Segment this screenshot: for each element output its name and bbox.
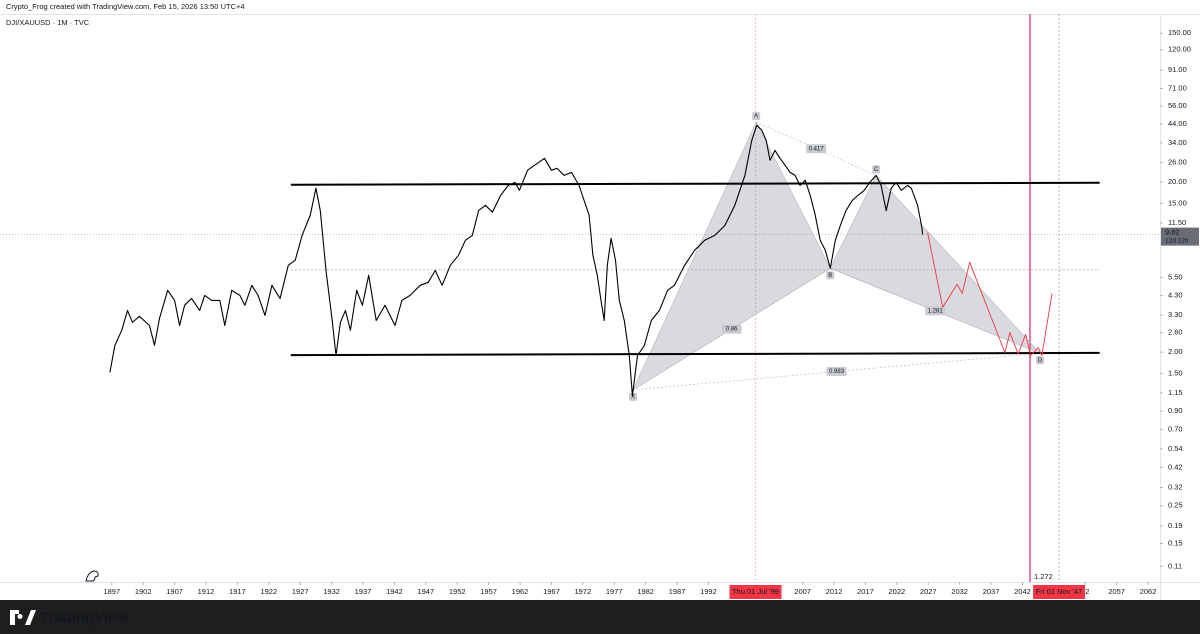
vertex-badge (826, 271, 835, 280)
x-tick-label: 2032 (951, 587, 968, 596)
brand-logo (10, 610, 36, 625)
vertex-badge (1036, 356, 1045, 365)
x-tick-label: 1917 (229, 587, 246, 596)
y-tick-label: 1.50 (1168, 368, 1183, 377)
time-marker-badge (729, 585, 782, 599)
ratio-label: 0.983 (829, 369, 845, 375)
x-tick-label: 1947 (417, 587, 434, 596)
logo-icon (85, 570, 99, 582)
y-tick-label: 0.11 (1168, 561, 1182, 570)
x-tick-label: 1922 (260, 587, 277, 596)
countdown-label: 12d 12h (1165, 237, 1189, 244)
header-text: Crypto_Frog created with TradingView.com… (6, 2, 245, 11)
x-tick-label: 2062 (1140, 587, 1157, 596)
vertex-badge (872, 165, 881, 174)
time-marker-badge (1033, 585, 1086, 599)
x-tick-label: 2057 (1108, 587, 1125, 596)
x-tick-label: 1927 (292, 587, 309, 596)
y-tick-label: 56.00 (1168, 101, 1187, 110)
y-tick-label: 0.70 (1168, 425, 1183, 434)
footer (0, 600, 1200, 634)
x-tick-label: 1992 (700, 587, 717, 596)
y-tick-label: 0.90 (1168, 406, 1183, 415)
brand-name: TradingView (40, 609, 128, 626)
x-tick-label: 2012 (826, 587, 843, 596)
x-tick-label: 1972 (574, 587, 591, 596)
y-tick-label: 15.00 (1168, 198, 1187, 207)
y-tick-label: 3.30 (1168, 310, 1183, 319)
x-tick-label: 2027 (920, 587, 937, 596)
y-tick-label: 120.00 (1168, 45, 1191, 54)
price-line (927, 232, 1053, 356)
last-price-label: 9.82 (1165, 228, 1180, 237)
y-tick-label: 2.60 (1168, 328, 1183, 337)
time-marker-label: Fri 01 Nov '47 (1036, 587, 1082, 596)
y-tick-label: 0.42 (1168, 462, 1183, 471)
y-tick-label: 26.00 (1168, 158, 1187, 167)
fib-time-label: 1.272 (1034, 572, 1053, 581)
x-tick-label: 1942 (386, 587, 403, 596)
x-tick-label: 1977 (606, 587, 623, 596)
y-tick-label: 0.15 (1168, 538, 1183, 547)
x-tick-label: 1967 (543, 587, 560, 596)
horizontal-level (290, 351, 1100, 357)
y-tick-label: 150.00 (1168, 28, 1191, 37)
y-tick-label: 0.32 (1168, 482, 1183, 491)
y-tick-label: 20.00 (1168, 177, 1187, 186)
ratio-badge (826, 367, 847, 377)
ratio-badge (806, 144, 827, 154)
x-tick-label: 2007 (794, 587, 811, 596)
y-tick-label: 0.25 (1168, 501, 1183, 510)
x-tick-label: 1952 (449, 587, 466, 596)
y-tick-label: 5.50 (1168, 272, 1183, 281)
y-tick-label: 2.00 (1168, 347, 1183, 356)
x-tick-label: 1912 (198, 587, 215, 596)
price-line (109, 124, 924, 397)
x-tick-label: 1982 (637, 587, 654, 596)
x-tick-label: 1962 (512, 587, 529, 596)
x-tick-label: 1902 (135, 587, 152, 596)
y-tick-label: 34.00 (1168, 138, 1187, 147)
ratio-badge (721, 324, 742, 334)
y-tick-label: 11.50 (1168, 218, 1186, 227)
vertex-label: C (874, 167, 879, 173)
ratio-label: 0.417 (809, 146, 825, 152)
y-tick-label: 0.19 (1168, 521, 1183, 530)
ratio-label: 1.281 (928, 308, 944, 314)
symbol: DJI/XAUUSD · 1M · TVC (6, 18, 90, 27)
x-tick-label: 1897 (103, 587, 120, 596)
horizontal-level (290, 181, 1100, 186)
x-tick-label: 2017 (857, 587, 874, 596)
ratio-label: 0.86 (726, 327, 738, 333)
vertex-label: A (754, 114, 758, 120)
x-tick-label: 1937 (355, 587, 372, 596)
y-tick-label: 91.00 (1168, 65, 1187, 74)
y-tick-label: 0.54 (1168, 444, 1183, 453)
x-tick-label: 1932 (323, 587, 340, 596)
x-tick-label: 1987 (669, 587, 686, 596)
last-price-badge (1161, 227, 1199, 246)
ratio-badge (925, 306, 946, 316)
vertex-label: D (1038, 358, 1043, 364)
vertex-label: B (828, 273, 832, 279)
x-tick-label: 1957 (480, 587, 497, 596)
x-tick-label: 2037 (983, 587, 1000, 596)
vertex-badge (752, 112, 761, 121)
y-tick-label: 1.15 (1168, 388, 1183, 397)
y-tick-label: 4.30 (1168, 291, 1183, 300)
vertex-badge (629, 392, 638, 401)
x-tick-label: 1907 (166, 587, 183, 596)
x-tick-label: 2022 (889, 587, 906, 596)
y-tick-label: 44.00 (1168, 119, 1187, 128)
y-tick-label: 71.00 (1168, 83, 1187, 92)
pattern-ratio-line (632, 268, 831, 391)
x-tick-label: 2042 (1014, 587, 1031, 596)
time-marker-label: Thu 01 Jul '99 (732, 587, 779, 596)
x-tick-label: 52 (1081, 587, 1089, 596)
vertex-label: X (631, 394, 635, 400)
